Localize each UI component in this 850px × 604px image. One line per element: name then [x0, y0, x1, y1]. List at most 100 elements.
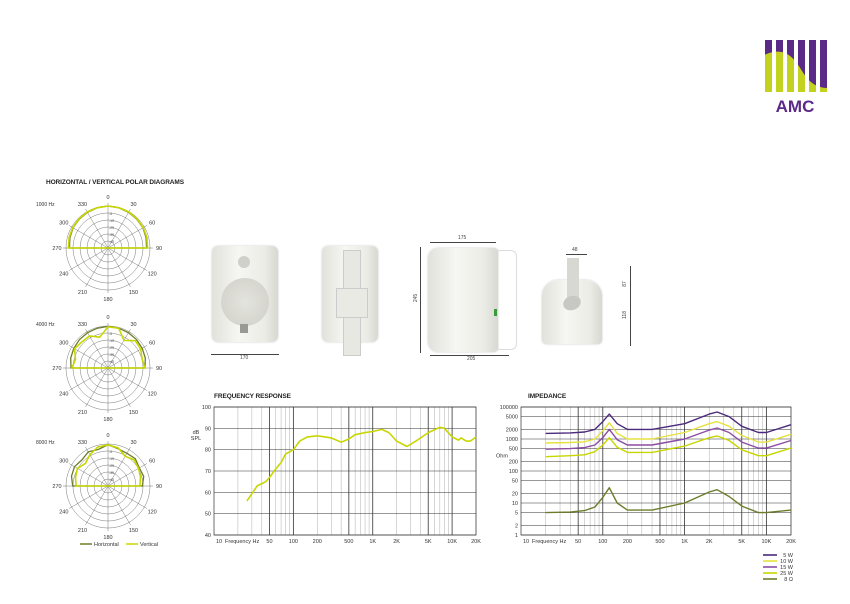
- polar-spoke: [85, 485, 109, 526]
- polar-spoke: [107, 367, 131, 408]
- polar-angle-label: 90: [156, 484, 162, 490]
- bracket-arm: [567, 258, 579, 298]
- polar-angle-label: 30: [130, 202, 136, 208]
- polar-angle-label: 150: [129, 290, 138, 296]
- y-tick-label: 2: [515, 523, 518, 529]
- y-tick-label: 5: [515, 511, 518, 517]
- x-tick-label: 20K: [786, 539, 796, 545]
- y-tick-label: 40: [205, 533, 211, 539]
- legend-label: 10 W: [780, 559, 794, 565]
- y-tick-label: 100: [202, 405, 211, 411]
- polar-spoke: [68, 485, 109, 509]
- dim-depth-top: 175: [458, 235, 467, 241]
- y-tick-label: 80: [205, 448, 211, 454]
- side-bracket: [496, 250, 517, 350]
- x-tick-label: 50: [266, 539, 272, 545]
- y-tick-label: 5000: [506, 415, 518, 421]
- polar-angle-label: 90: [156, 366, 162, 372]
- polar-angle-label: 0: [106, 195, 109, 201]
- legend-label: 8 Ω: [784, 577, 793, 583]
- legend-label: 5 W: [783, 553, 794, 559]
- polar-spoke: [107, 463, 148, 487]
- polar-ring-label: -35: [109, 471, 114, 475]
- polar-spoke: [107, 485, 148, 509]
- dim-height: 245: [413, 293, 420, 303]
- plot-frame: [520, 406, 792, 536]
- y-tick-label: 50: [205, 512, 211, 518]
- x-tick-label: 50: [575, 539, 581, 545]
- polar-spoke: [107, 247, 148, 271]
- legend-label: 25 W: [780, 571, 794, 577]
- polar-ring-label: -25: [109, 464, 114, 468]
- polar-frequency-label: 4000 Hz: [36, 322, 55, 328]
- dim-upper-height: 87: [621, 281, 628, 287]
- polar-ring-label: -15: [109, 219, 114, 223]
- y-tick-label: 500: [509, 447, 518, 453]
- polar-diagrams: 1000 Hz0306090120150180210240270300330-5…: [36, 195, 162, 548]
- polar-ring-label: -15: [109, 339, 114, 343]
- polar-angle-label: 240: [59, 392, 68, 398]
- polar-diagram-2: 4000 Hz 0 30 60 90 120 150 180 210 240 270 300 330 -5…: [36, 315, 162, 423]
- polar-angle-label: 120: [148, 510, 157, 516]
- plot-frame: [213, 406, 477, 536]
- dim-lower-height: 118: [621, 311, 628, 319]
- polar-frequency-label: 1000 Hz: [36, 202, 55, 208]
- x-tick-label: 200: [313, 539, 322, 545]
- frequency-response-curve: [246, 426, 477, 502]
- polar-angle-label: 150: [129, 410, 138, 416]
- polar-spoke: [68, 225, 109, 249]
- x-tick-label: 5K: [738, 539, 745, 545]
- polar-angle-label: 0: [106, 433, 109, 439]
- y-tick-label: 50: [512, 479, 518, 485]
- dim-depth-bottom: 205: [467, 356, 476, 362]
- polar-angle-label: 270: [52, 366, 61, 372]
- y-tick-label: 70: [205, 469, 211, 475]
- polar-angle-label: 300: [59, 459, 68, 465]
- polar-ring-label: -25: [109, 346, 114, 350]
- x-axis-label: Frequency Hz: [532, 539, 566, 545]
- polar-spoke: [85, 446, 109, 487]
- x-tick-label: 200: [623, 539, 632, 545]
- polar-spoke: [68, 367, 109, 391]
- polar-angle-label: 150: [129, 528, 138, 534]
- y-tick-label: 2000: [506, 427, 518, 433]
- polar-angle-label: 210: [78, 528, 87, 534]
- polar-curve-vertical: [67, 205, 149, 249]
- polar-angle-label: 30: [130, 440, 136, 446]
- polar-ring-label: -15: [109, 457, 114, 461]
- polar-spoke: [107, 328, 131, 369]
- polar-angle-label: 120: [148, 392, 157, 398]
- x-tick-label: 10: [216, 539, 222, 545]
- legend-label-vertical: Vertical: [140, 542, 158, 548]
- polar-angle-label: 210: [78, 290, 87, 296]
- y-axis-label: dB SPL: [191, 430, 201, 442]
- polar-angle-label: 300: [59, 221, 68, 227]
- legend-label: 15 W: [780, 565, 794, 571]
- y-tick-label: 200: [509, 459, 518, 465]
- polar-angle-label: 330: [78, 322, 87, 328]
- polar-frequency-label: 8000 Hz: [36, 440, 55, 446]
- impedance-curve-2: [545, 427, 792, 450]
- impedance-curve-0: [545, 411, 792, 435]
- logo-text: AMC: [776, 97, 815, 116]
- woofer-grille: [221, 278, 269, 326]
- polar-angle-label: 330: [78, 202, 87, 208]
- polar-diagram-3: 8000 Hz 0 30 60 90 120 150 180 210 240 270 300 330 -5…: [36, 433, 162, 541]
- polar-angle-label: 60: [149, 221, 155, 227]
- polar-angle-label: 60: [149, 459, 155, 465]
- y-tick-label: 1: [515, 533, 518, 539]
- polar-ring-label: -45: [109, 478, 114, 482]
- polar-spoke: [107, 208, 131, 249]
- dim-front-width: 170: [240, 355, 249, 361]
- polar-spoke: [107, 367, 148, 391]
- polar-section-title: HORIZONTAL / VERTICAL POLAR DIAGRAMS: [46, 179, 184, 186]
- polar-angle-label: 180: [103, 297, 112, 303]
- frequency-response-title: FREQUENCY RESPONSE: [214, 393, 291, 400]
- logo-bars-graphic: AMC: [765, 40, 827, 116]
- polar-angle-label: 0: [106, 315, 109, 321]
- impedance-curve-1: [545, 420, 792, 444]
- polar-spoke: [85, 367, 109, 408]
- y-tick-label: 10: [512, 501, 518, 507]
- y-axis-label: Ohm: [496, 454, 508, 460]
- polar-curve-vertical: [70, 325, 147, 369]
